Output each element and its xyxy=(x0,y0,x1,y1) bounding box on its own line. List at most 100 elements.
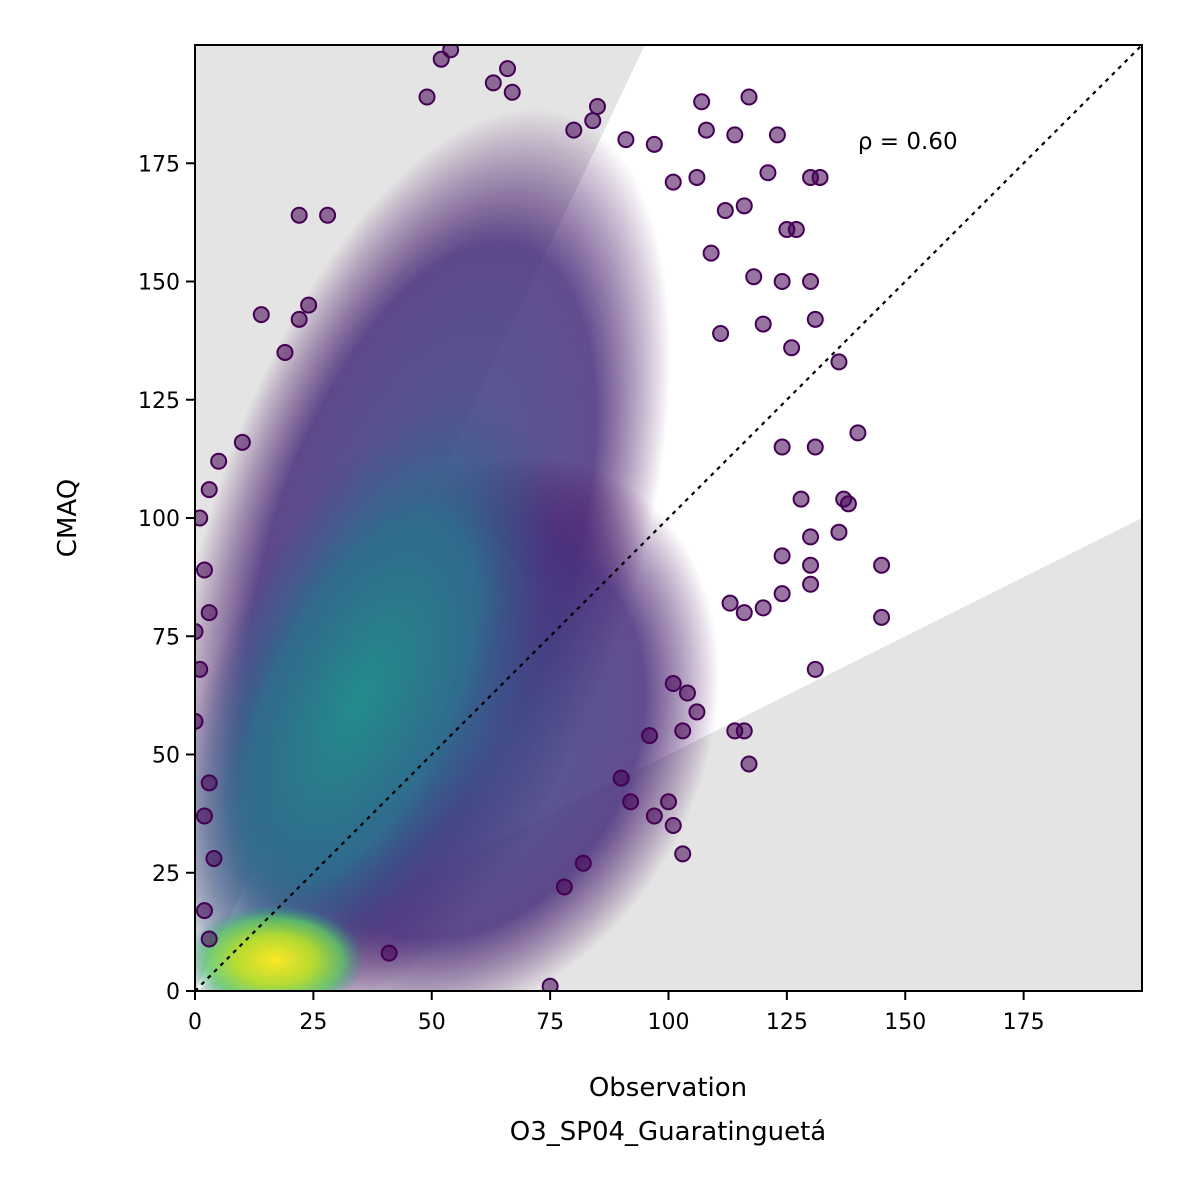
data-point xyxy=(195,623,204,641)
data-point xyxy=(873,608,891,626)
x-tick-label: 125 xyxy=(766,1010,808,1035)
y-tick-label: 50 xyxy=(152,744,180,769)
data-point xyxy=(773,273,791,290)
data-point xyxy=(712,325,730,343)
data-point xyxy=(783,339,801,357)
data-point xyxy=(688,168,706,186)
data-point xyxy=(674,845,692,863)
x-tick-label: 25 xyxy=(299,1010,327,1035)
data-point xyxy=(740,88,758,106)
data-point xyxy=(674,722,692,740)
data-point xyxy=(726,126,744,144)
y-tick-label: 125 xyxy=(138,389,180,414)
data-point xyxy=(290,310,308,328)
data-point xyxy=(503,83,521,101)
x-tick-label: 75 xyxy=(536,1010,564,1035)
y-tick-label: 150 xyxy=(138,271,180,296)
data-point xyxy=(839,495,857,513)
data-point xyxy=(688,703,706,721)
data-point xyxy=(612,769,630,787)
correlation-annotation: ρ = 0.60 xyxy=(858,129,958,155)
data-point xyxy=(195,712,204,730)
data-point xyxy=(484,74,502,92)
x-axis-subtitle: O3_SP04_Guaratinguetá xyxy=(510,1117,826,1147)
data-point xyxy=(195,807,213,825)
data-point xyxy=(806,660,824,678)
data-point xyxy=(195,509,209,527)
density-mid xyxy=(195,394,555,991)
data-point xyxy=(830,523,848,541)
data-point xyxy=(200,604,218,622)
data-point xyxy=(645,807,663,825)
data-point xyxy=(697,121,715,139)
data-point xyxy=(200,774,218,792)
data-point xyxy=(778,220,796,238)
data-point xyxy=(735,604,753,622)
y-axis-ticks: 0 25 50 75 100 125 150 175 xyxy=(138,152,195,1005)
data-point xyxy=(693,93,711,111)
data-point xyxy=(622,793,640,811)
data-point xyxy=(195,660,209,678)
x-axis-title: Observation xyxy=(589,1073,747,1103)
data-point xyxy=(716,202,734,220)
data-point xyxy=(773,585,791,603)
data-point xyxy=(759,164,777,182)
data-point xyxy=(664,816,682,834)
data-point xyxy=(745,268,763,286)
data-point xyxy=(702,244,720,262)
data-point xyxy=(195,902,213,920)
data-point xyxy=(802,556,820,574)
data-point xyxy=(200,481,218,499)
x-tick-label: 100 xyxy=(648,1010,690,1035)
data-point xyxy=(195,561,213,579)
density-cloud xyxy=(195,108,720,991)
data-point xyxy=(617,131,635,149)
y-tick-label: 175 xyxy=(138,152,180,177)
data-point xyxy=(252,306,270,324)
data-point xyxy=(664,675,682,693)
y-tick-label: 0 xyxy=(166,980,180,1005)
data-point xyxy=(740,755,758,773)
data-point xyxy=(499,60,517,78)
data-point xyxy=(641,727,659,745)
data-point xyxy=(773,547,791,565)
data-point xyxy=(811,168,829,186)
data-point xyxy=(678,684,696,702)
data-point xyxy=(200,930,218,948)
data-point xyxy=(276,343,294,361)
y-tick-label: 25 xyxy=(152,862,180,887)
data-point xyxy=(380,944,398,962)
data-point xyxy=(565,121,583,139)
data-point xyxy=(754,599,772,617)
data-point xyxy=(210,452,228,470)
data-point xyxy=(555,878,573,896)
outlier-points xyxy=(195,45,891,991)
y-tick-label: 75 xyxy=(152,625,180,650)
x-tick-label: 150 xyxy=(884,1010,926,1035)
data-point xyxy=(735,197,753,215)
x-tick-label: 0 xyxy=(188,1010,202,1035)
data-point xyxy=(664,173,682,191)
data-point xyxy=(541,977,559,991)
x-axis-ticks: 0 25 50 75 100 125 150 175 xyxy=(188,991,1045,1035)
data-point xyxy=(588,97,606,115)
data-point xyxy=(873,556,891,574)
data-point xyxy=(660,793,677,811)
data-point xyxy=(754,315,772,333)
data-point xyxy=(233,433,251,451)
data-point xyxy=(768,126,786,144)
data-point xyxy=(802,575,820,593)
identity-reference-line xyxy=(195,45,1142,991)
data-point xyxy=(802,528,820,546)
data-point xyxy=(574,854,592,872)
data-point xyxy=(806,310,824,328)
data-point xyxy=(300,296,318,314)
y-tick-label: 100 xyxy=(138,507,180,532)
data-point xyxy=(773,438,791,456)
density-core xyxy=(195,905,365,991)
data-point xyxy=(735,722,753,740)
y-axis-title: CMAQ xyxy=(53,479,83,557)
data-point xyxy=(418,88,436,106)
x-tick-label: 175 xyxy=(1003,1010,1045,1035)
